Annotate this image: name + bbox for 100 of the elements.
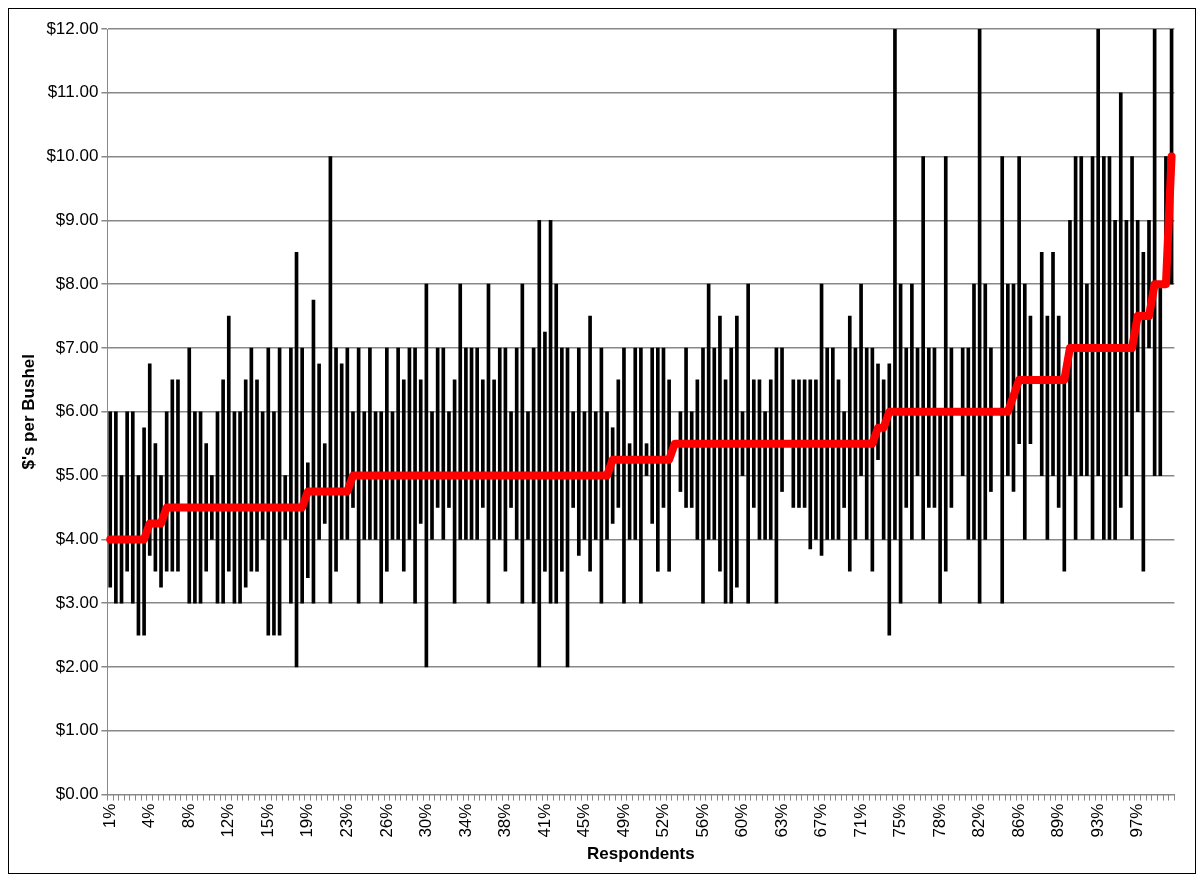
bar [379, 411, 384, 604]
bar [226, 315, 231, 572]
bar [943, 156, 948, 572]
bar [1113, 220, 1117, 540]
y-tick-label: $6.00 [55, 401, 99, 421]
bar [633, 347, 638, 540]
bar [243, 379, 248, 588]
x-axis-title: Respondents [587, 844, 695, 864]
x-tick-label: 71% [850, 803, 870, 838]
bar [622, 347, 626, 604]
bar [497, 347, 502, 540]
bar [537, 220, 542, 668]
bar [114, 411, 118, 604]
bar [751, 379, 756, 508]
bar [1022, 283, 1027, 540]
bar [334, 347, 338, 572]
bar [221, 379, 225, 604]
bar [1039, 251, 1044, 476]
y-tick-label: $2.00 [55, 656, 99, 676]
x-tick-label: 60% [732, 803, 752, 838]
bar [814, 379, 818, 540]
y-tick-label: $12.00 [46, 18, 99, 38]
bar [368, 347, 372, 540]
bar [266, 347, 271, 636]
bar [712, 347, 717, 540]
bar [684, 347, 688, 508]
x-tick-label: 41% [534, 803, 554, 838]
bar [910, 283, 914, 540]
bar [322, 443, 327, 524]
bar [1051, 251, 1055, 476]
x-tick-label: 75% [890, 803, 910, 838]
bar [1096, 29, 1101, 476]
bar [187, 347, 192, 604]
x-tick-label: 19% [297, 803, 317, 838]
y-tick-label: $3.00 [55, 592, 99, 612]
bar [887, 363, 892, 636]
bar [616, 379, 621, 508]
bar [272, 411, 276, 636]
y-axis-title: $'s per Bushel [18, 354, 38, 470]
bar [735, 315, 739, 588]
x-tick-label: 93% [1087, 803, 1107, 838]
bar [1130, 156, 1134, 540]
x-tick-label: 38% [495, 803, 515, 838]
bar [147, 363, 152, 556]
x-tick-label: 45% [574, 803, 594, 838]
bar [989, 347, 993, 492]
bar [797, 379, 801, 508]
bar [475, 347, 480, 540]
y-tick-label: $11.00 [47, 82, 99, 102]
x-tick-label: 34% [455, 803, 475, 838]
bar [554, 283, 559, 604]
bar [441, 347, 446, 540]
bar [204, 443, 209, 572]
bar [780, 347, 784, 492]
x-tick-label: 4% [139, 803, 159, 829]
x-tick-label: 86% [1008, 803, 1028, 838]
bar [1102, 156, 1106, 540]
bar [362, 411, 367, 540]
y-tick-label: $0.00 [55, 784, 99, 804]
x-tick-label: 30% [416, 803, 436, 838]
bar [729, 347, 734, 604]
bar [571, 411, 575, 508]
x-tick-label: 8% [178, 803, 198, 829]
bar [588, 315, 592, 572]
bar [1085, 283, 1089, 476]
bar [864, 347, 869, 540]
x-tick-label: 23% [337, 803, 357, 838]
bar [718, 315, 722, 572]
bar [972, 283, 976, 540]
bar [1006, 283, 1010, 476]
bar [238, 411, 242, 604]
x-tick-label: 26% [376, 803, 396, 838]
y-tick-label: $4.00 [55, 529, 99, 549]
bar [763, 411, 767, 540]
y-tick-label: $5.00 [55, 465, 99, 485]
bar [1118, 92, 1123, 508]
bar [464, 347, 468, 540]
x-tick-label: 1% [99, 803, 119, 829]
x-tick-label: 89% [1048, 803, 1068, 838]
bar [447, 411, 451, 508]
bar [255, 379, 259, 572]
bar [904, 347, 909, 508]
x-tick-label: 63% [771, 803, 791, 838]
bar [831, 347, 835, 540]
x-tick-label: 67% [811, 803, 831, 838]
bar [509, 411, 513, 508]
bar [130, 411, 135, 604]
y-tick-label: $7.00 [55, 337, 99, 357]
bar [492, 379, 496, 540]
bar [385, 347, 389, 572]
bar [926, 347, 931, 508]
x-tick-label: 12% [218, 803, 238, 838]
bar [289, 347, 293, 604]
bar [125, 411, 129, 572]
x-tick-label: 15% [257, 803, 277, 838]
bar [317, 363, 321, 540]
bar [656, 347, 660, 572]
bar [650, 347, 655, 524]
bar [193, 411, 197, 604]
bar [859, 283, 863, 476]
